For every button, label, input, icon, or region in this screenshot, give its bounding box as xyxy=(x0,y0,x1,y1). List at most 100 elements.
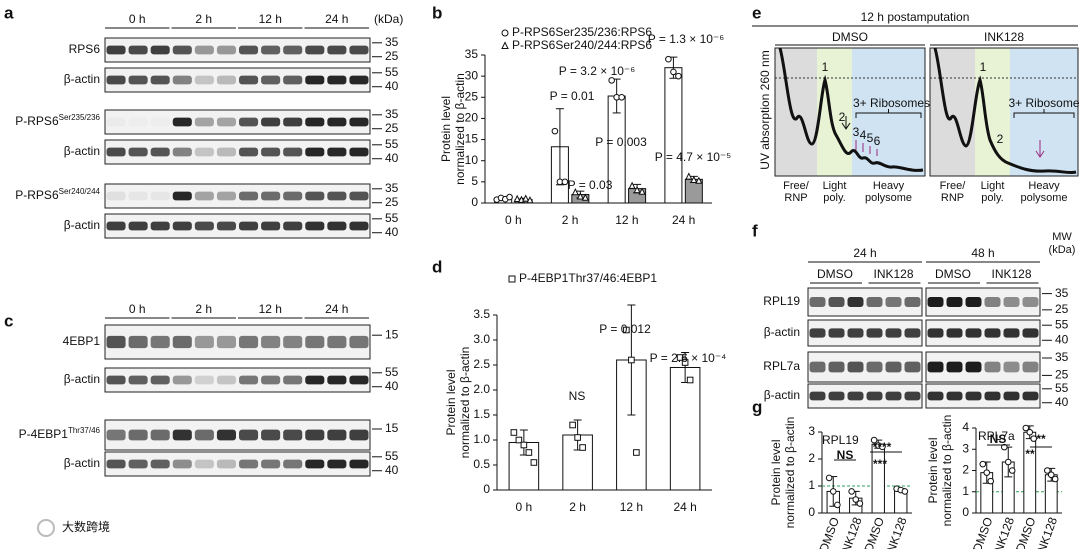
blot-band xyxy=(150,147,170,157)
blot-band xyxy=(327,75,347,85)
blot-band xyxy=(946,296,963,308)
data-point xyxy=(685,172,693,180)
annotation: ** xyxy=(1025,447,1035,461)
blot-band xyxy=(216,45,236,55)
free-region xyxy=(775,48,817,176)
y-axis-label: normalized to β-actin xyxy=(458,347,472,459)
row-label-main: β-actin xyxy=(764,388,800,402)
blot-band xyxy=(847,391,864,401)
blot-band xyxy=(828,328,845,338)
data-point xyxy=(571,188,579,196)
marker-label: 40 xyxy=(385,225,399,239)
blot-band xyxy=(151,118,170,127)
blot-frame xyxy=(104,67,371,93)
fraction-label: polysome xyxy=(1020,192,1067,204)
blot-band xyxy=(194,45,214,55)
fraction-label: poly. xyxy=(823,192,845,204)
blot-band xyxy=(150,221,170,231)
y-tick-label: 0 xyxy=(471,195,478,209)
blot-band xyxy=(965,328,982,338)
blot-band xyxy=(946,328,963,338)
marker-label: 25 xyxy=(385,49,399,63)
blot-band xyxy=(239,375,259,385)
marker-label: 25 xyxy=(1055,368,1069,382)
data-point xyxy=(834,501,841,509)
blot-band xyxy=(150,75,170,85)
y-tick-label: 1.0 xyxy=(473,432,490,446)
blot-band xyxy=(128,459,148,469)
blot-band xyxy=(150,191,170,201)
blot-band xyxy=(261,375,281,385)
y-axis-label: normalized to β-actin xyxy=(940,415,954,527)
blot-band xyxy=(261,75,281,85)
time-label: 2 h xyxy=(195,12,212,26)
y-axis-label: Protein level xyxy=(926,437,940,503)
condition-label: INK128 xyxy=(984,30,1024,44)
ribosome-label: 3+ Ribosomes xyxy=(1008,96,1080,110)
blot-band xyxy=(1003,391,1020,401)
marker-label: 25 xyxy=(385,195,399,209)
blot-band xyxy=(828,391,845,401)
y-tick-label: 3 xyxy=(962,441,969,455)
y-tick-label: 3 xyxy=(808,424,815,438)
peak-label: 2 xyxy=(997,132,1004,146)
legend-label: P-4EBP1Thr37/46:4EBP1 xyxy=(519,271,657,285)
peak-label: 1 xyxy=(980,60,987,74)
blot-band xyxy=(1003,361,1020,373)
marker-label: 35 xyxy=(1055,350,1069,364)
legend-symbol xyxy=(501,41,509,49)
data-point xyxy=(690,175,698,183)
y-tick-label: 0.5 xyxy=(473,457,490,471)
blot-frame xyxy=(807,287,923,317)
blot-band xyxy=(1022,328,1039,338)
x-tick-label: DMSO xyxy=(970,515,995,549)
blot-band xyxy=(172,375,192,385)
y-tick-label: 4 xyxy=(962,420,969,434)
bracket xyxy=(855,109,922,118)
panel-label: e xyxy=(752,3,761,22)
data-point xyxy=(1008,467,1016,474)
x-tick-label: 2 h xyxy=(569,500,586,514)
annotation: P = 4.7 × 10⁻⁵ xyxy=(655,150,732,164)
marker-label: 35 xyxy=(385,181,399,195)
data-point xyxy=(576,192,584,200)
y-tick-label: 25 xyxy=(465,89,479,103)
blot-band xyxy=(305,117,325,127)
bar xyxy=(1023,431,1037,514)
blot-frame xyxy=(104,213,371,239)
y-tick-label: 2.0 xyxy=(473,382,490,396)
row-label: β-actin xyxy=(64,218,100,232)
light-region xyxy=(975,48,1010,176)
x-tick-label: 24 h xyxy=(673,500,696,514)
blot-band xyxy=(847,328,864,338)
blot-band xyxy=(150,429,170,441)
y-tick-label: 1 xyxy=(962,484,969,498)
time-label: 48 h xyxy=(971,246,994,260)
blot-frame xyxy=(925,319,1041,347)
blot-band xyxy=(239,191,259,201)
blot-band xyxy=(965,391,982,401)
peak-label: 2 xyxy=(839,110,846,124)
blot-band xyxy=(283,191,303,201)
fraction-label: Free/ xyxy=(783,180,810,192)
y-axis-label: UV absorption 260 nm xyxy=(758,50,772,169)
blot-band xyxy=(305,459,325,469)
blot-band xyxy=(927,328,944,338)
y-tick-label: 2 xyxy=(808,451,815,465)
blot-band xyxy=(239,117,259,127)
data-point xyxy=(979,460,987,468)
blot-band xyxy=(866,296,883,308)
blot-band xyxy=(984,296,1001,308)
data-point xyxy=(551,127,559,135)
blot-band xyxy=(327,147,347,157)
row-label-main: P-4EBP1 xyxy=(19,427,69,441)
legend-label: P-RPS6Ser240/244:RPS6 xyxy=(512,38,652,52)
fraction-label: Light xyxy=(823,180,847,192)
condition-label: DMSO xyxy=(817,267,853,281)
data-point xyxy=(1047,471,1055,479)
row-label: β-actin xyxy=(764,325,800,339)
blot-band xyxy=(194,429,214,441)
blot-band xyxy=(809,391,826,401)
panel-label: c xyxy=(4,311,13,330)
